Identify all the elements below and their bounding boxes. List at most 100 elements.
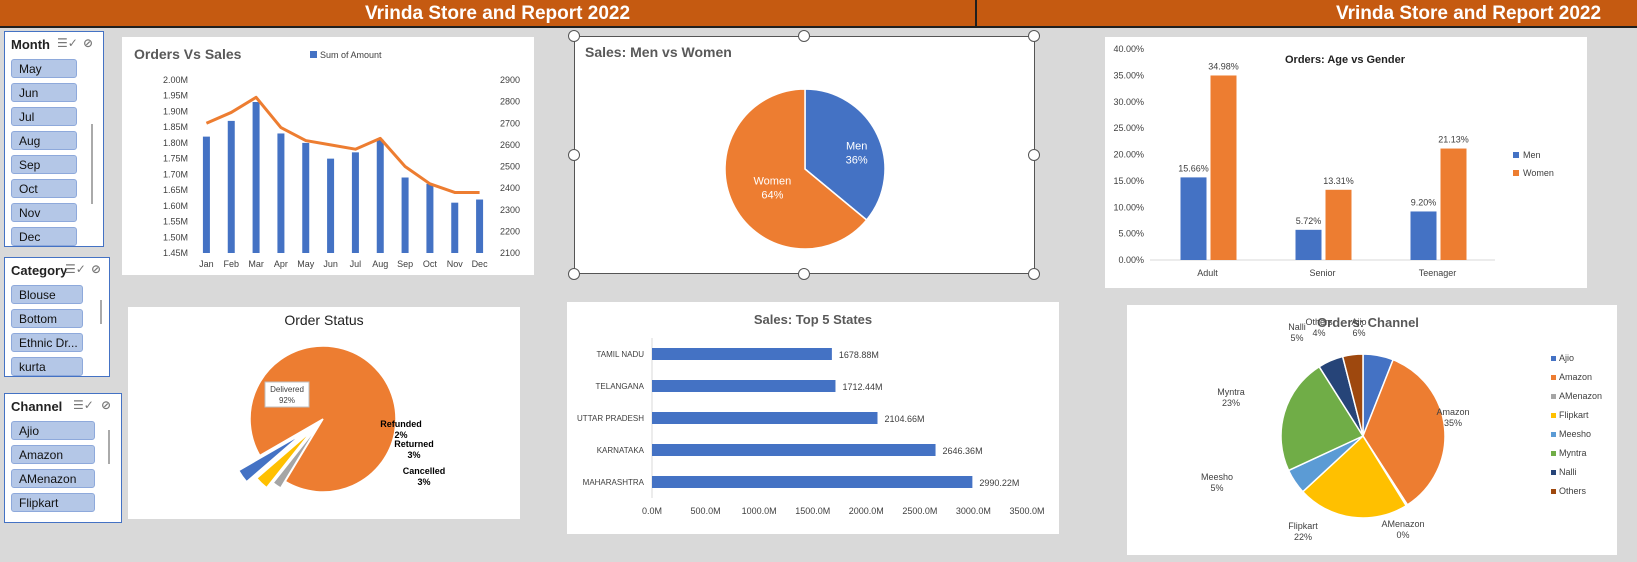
month-slicer-header: Month ☰✓ ⊘ <box>5 32 103 54</box>
category-slicer-item[interactable]: Bottom <box>11 309 83 328</box>
sales-men-women-chart[interactable]: Sales: Men vs Women Men 36% Women 64% <box>574 36 1035 274</box>
bar <box>451 202 459 253</box>
y-left-tick-label: 1.95M <box>163 91 188 101</box>
y-left-tick-label: 1.60M <box>163 201 188 211</box>
x-tick-label: Jul <box>350 259 362 269</box>
y-tick-label: 25.00% <box>1113 123 1144 133</box>
resize-handle[interactable] <box>568 268 580 280</box>
month-slicer-item[interactable]: Aug <box>11 131 77 150</box>
data-label: 1712.44M <box>842 382 882 392</box>
y-right-tick-label: 2700 <box>500 118 520 128</box>
legend-label: Myntra <box>1559 448 1587 458</box>
y-tick-label: 20.00% <box>1113 150 1144 160</box>
legend-label: Flipkart <box>1559 410 1589 420</box>
y-tick-label: 15.00% <box>1113 176 1144 186</box>
data-label: 15.66% <box>1178 163 1209 173</box>
category-slicer-item[interactable]: Ethnic Dr... <box>11 333 83 352</box>
multi-select-icon[interactable]: ☰✓ <box>57 36 78 50</box>
channel-slicer-item[interactable]: Amazon <box>11 445 95 464</box>
callout-box <box>264 381 310 408</box>
y-left-tick-label: 1.70M <box>163 169 188 179</box>
legend-swatch <box>1551 489 1556 494</box>
multi-select-icon[interactable]: ☰✓ <box>73 398 94 412</box>
x-tick-label: Feb <box>223 259 239 269</box>
orders-channel-chart[interactable]: Orders: Channel Ajio 6% Amazon 35% AMenazon 0%… <box>1127 305 1617 555</box>
resize-handle[interactable] <box>568 149 580 161</box>
resize-handle[interactable] <box>798 30 810 42</box>
x-tick-label: Oct <box>423 259 438 269</box>
slice-label: Flipkart <box>1288 521 1318 531</box>
category-slicer-item[interactable]: Blouse <box>11 285 83 304</box>
category-slicer-scrollbar[interactable] <box>100 300 102 324</box>
month-slicer-item[interactable]: Sep <box>11 155 77 174</box>
month-slicer-item[interactable]: Jun <box>11 83 77 102</box>
report-title-left: Vrinda Store and Report 2022 <box>365 3 631 24</box>
legend-swatch <box>1513 152 1519 158</box>
resize-handle[interactable] <box>1028 268 1040 280</box>
category-slicer-item[interactable]: kurta <box>11 357 83 376</box>
slice-percent: 64% <box>761 190 783 202</box>
bar <box>351 152 359 253</box>
y-tick-label: 40.00% <box>1113 44 1144 54</box>
y-right-tick-label: 2600 <box>500 140 520 150</box>
pie-slice-returned <box>255 429 313 489</box>
slice-label: Men <box>846 140 867 152</box>
top5-states-chart[interactable]: Sales: Top 5 States 0.0M 500.0M 1000.0M 1500… <box>567 302 1059 534</box>
bar-men <box>1410 211 1437 260</box>
y-tick-label: 35.00% <box>1113 70 1144 80</box>
data-label: 21.13% <box>1438 135 1469 145</box>
orders-vs-sales-chart[interactable]: Orders Vs Sales Sum of Amount 2.00M 1.95M 1.… <box>122 37 534 275</box>
y-tick-label: UTTAR PRADESH <box>577 414 644 423</box>
data-label: 9.20% <box>1411 197 1437 207</box>
channel-slicer-title: Channel <box>11 399 63 414</box>
category-slicer[interactable]: Category ☰✓ ⊘ Blouse Bottom Ethnic Dr... ku… <box>4 257 110 377</box>
resize-handle[interactable] <box>1028 30 1040 42</box>
channel-slicer-item[interactable]: Flipkart <box>11 493 95 512</box>
bar <box>277 133 285 253</box>
orders-age-gender-chart[interactable]: Orders: Age vs Gender 40.00% 35.00% 30.00% 2… <box>1105 37 1587 288</box>
slice-label: Women <box>754 176 792 188</box>
month-slicer[interactable]: Month ☰✓ ⊘ May Jun Jul Aug Sep Oct Nov Dec <box>4 31 104 247</box>
month-slicer-item[interactable]: Nov <box>11 203 77 222</box>
title-bar: Vrinda Store and Report 2022 Vrinda Stor… <box>0 0 1637 28</box>
slice-percent: 5% <box>1290 333 1303 343</box>
x-tick-label: Adult <box>1197 268 1218 278</box>
month-slicer-scrollbar[interactable] <box>91 124 93 204</box>
chart-title: Orders: Channel <box>1317 315 1419 330</box>
channel-slicer-item[interactable]: AMenazon <box>11 469 95 488</box>
multi-select-icon[interactable]: ☰✓ <box>65 262 86 276</box>
resize-handle[interactable] <box>568 30 580 42</box>
month-slicer-item[interactable]: Oct <box>11 179 77 198</box>
month-slicer-item[interactable]: Dec <box>11 227 77 246</box>
y-left-tick-label: 1.90M <box>163 106 188 116</box>
y-tick-label: MAHARASHTRA <box>583 478 645 487</box>
channel-slicer-scrollbar[interactable] <box>108 430 110 464</box>
slice-label: Meesho <box>1201 472 1233 482</box>
clear-filter-icon[interactable]: ⊘ <box>101 398 112 412</box>
legend-swatch <box>1551 432 1556 437</box>
chart-title: Order Status <box>284 312 363 328</box>
bar <box>476 199 484 253</box>
resize-handle[interactable] <box>1028 149 1040 161</box>
legend-swatch <box>1551 356 1556 361</box>
resize-handle[interactable] <box>798 268 810 280</box>
data-label: 34.98% <box>1208 61 1239 71</box>
channel-slicer[interactable]: Channel ☰✓ ⊘ Ajio Amazon AMenazon Flipkart <box>4 393 122 523</box>
legend-label: Ajio <box>1559 353 1574 363</box>
slice-percent: 5% <box>1210 483 1223 493</box>
x-tick-label: 3500.0M <box>1009 506 1044 516</box>
clear-filter-icon[interactable]: ⊘ <box>91 262 102 276</box>
y-tick-label: 10.00% <box>1113 202 1144 212</box>
x-tick-label: 3000.0M <box>956 506 991 516</box>
slice-percent: 2% <box>394 430 407 440</box>
order-status-chart[interactable]: Order Status Delivered 92% Refunded 2% Return… <box>128 307 520 519</box>
x-tick-label: Mar <box>248 259 264 269</box>
month-slicer-item[interactable]: May <box>11 59 77 78</box>
x-tick-label: 500.0M <box>691 506 721 516</box>
clear-filter-icon[interactable]: ⊘ <box>83 36 94 50</box>
bar <box>652 380 836 392</box>
y-right-tick-label: 2800 <box>500 97 520 107</box>
category-slicer-title: Category <box>11 263 68 278</box>
month-slicer-item[interactable]: Jul <box>11 107 77 126</box>
channel-slicer-item[interactable]: Ajio <box>11 421 95 440</box>
